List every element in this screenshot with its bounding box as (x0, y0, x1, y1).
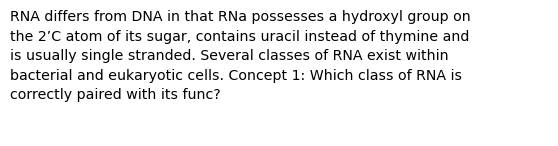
Text: RNA differs from DNA in that RNa possesses a hydroxyl group on
the 2’C atom of i: RNA differs from DNA in that RNa possess… (10, 10, 471, 102)
